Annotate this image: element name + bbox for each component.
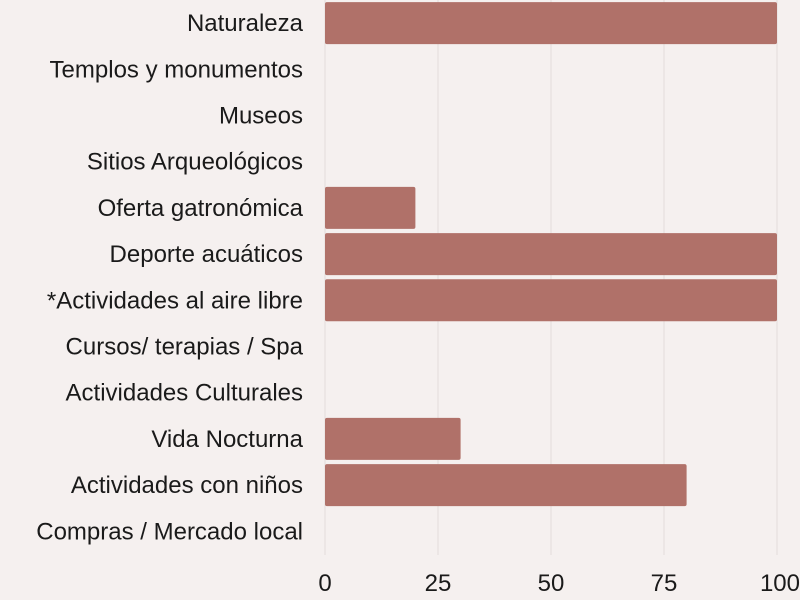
x-tick-label-75: 75: [651, 570, 678, 597]
category-label-3: Sitios Arqueológicos: [87, 149, 303, 176]
bar-9: [325, 417, 461, 460]
bars: [325, 2, 777, 507]
x-axis-tick-labels: 0 25 50 75 100: [318, 570, 800, 597]
category-label-4: Oferta gatronómica: [98, 195, 304, 222]
bar-5: [325, 233, 777, 276]
category-label-11: Compras / Mercado local: [36, 518, 303, 545]
bar-10: [325, 464, 687, 507]
x-tick-label-50: 50: [538, 570, 565, 597]
x-tick-label-0: 0: [318, 570, 331, 597]
category-label-6: *Actividades al aire libre: [47, 287, 303, 314]
category-label-0: Naturaleza: [187, 10, 304, 37]
gridlines: [324, 0, 778, 555]
bar-4: [325, 186, 416, 229]
category-label-10: Actividades con niños: [71, 472, 303, 499]
x-tick-label-25: 25: [425, 570, 452, 597]
category-label-8: Actividades Culturales: [66, 380, 303, 407]
category-label-5: Deporte acuáticos: [110, 241, 303, 268]
x-tick-label-100: 100: [760, 570, 800, 597]
bar-0: [325, 2, 777, 45]
category-label-2: Museos: [219, 103, 303, 130]
category-label-7: Cursos/ terapias / Spa: [66, 334, 304, 361]
category-labels: Naturaleza Templos y monumentos Museos Siti…: [36, 10, 303, 545]
category-label-9: Vida Nocturna: [151, 426, 303, 453]
category-label-1: Templos y monumentos: [50, 56, 303, 83]
bar-6: [325, 279, 777, 322]
